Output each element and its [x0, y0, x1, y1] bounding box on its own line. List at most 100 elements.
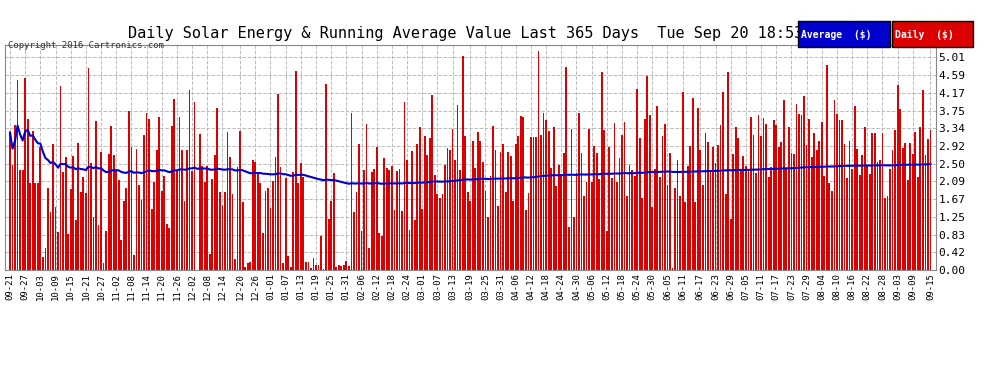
Bar — [118, 180, 120, 270]
Bar — [326, 84, 327, 270]
Bar — [166, 224, 167, 270]
Bar — [915, 132, 916, 270]
Bar — [876, 162, 878, 270]
Bar — [295, 70, 297, 270]
Bar — [925, 155, 927, 270]
Bar — [363, 170, 365, 270]
Bar — [146, 113, 148, 270]
Bar — [889, 170, 891, 270]
Bar — [702, 185, 704, 270]
Bar — [897, 86, 899, 270]
Bar — [674, 188, 676, 270]
Bar — [671, 268, 673, 270]
Bar — [446, 148, 448, 270]
Bar — [550, 168, 552, 270]
Bar — [358, 144, 360, 270]
Bar — [507, 152, 509, 270]
Bar — [64, 158, 66, 270]
Bar — [920, 127, 922, 270]
Bar — [437, 194, 439, 270]
Bar — [133, 255, 135, 270]
Bar — [432, 95, 434, 270]
Bar — [894, 130, 896, 270]
Bar — [651, 207, 653, 270]
Bar — [186, 150, 188, 270]
Bar — [545, 120, 547, 270]
Bar — [474, 168, 476, 270]
Bar — [738, 138, 740, 270]
Bar — [530, 137, 532, 270]
Bar — [528, 193, 530, 270]
Bar — [77, 142, 79, 270]
Bar — [523, 117, 525, 270]
Bar — [14, 125, 16, 270]
Bar — [910, 143, 911, 270]
Bar — [543, 113, 545, 270]
Bar — [735, 127, 737, 270]
Bar — [829, 183, 831, 270]
Bar — [128, 111, 130, 270]
Bar — [338, 265, 340, 270]
Bar — [224, 192, 226, 270]
Bar — [821, 122, 823, 270]
Bar — [35, 183, 37, 270]
Bar — [240, 130, 241, 270]
Bar — [12, 165, 14, 270]
Bar — [439, 198, 441, 270]
Bar — [414, 220, 416, 270]
Bar — [214, 155, 216, 270]
Bar — [634, 176, 636, 270]
Bar — [793, 154, 795, 270]
Bar — [123, 201, 125, 270]
Bar — [624, 122, 626, 270]
Bar — [442, 194, 444, 270]
Bar — [520, 116, 522, 270]
Bar — [583, 196, 585, 270]
Bar — [45, 248, 47, 270]
Bar — [648, 115, 650, 270]
Bar — [573, 217, 575, 270]
Bar — [788, 126, 790, 270]
Bar — [285, 178, 286, 270]
Bar — [360, 231, 362, 270]
Bar — [315, 265, 317, 270]
Bar — [305, 262, 307, 270]
Bar — [386, 168, 388, 270]
Bar — [59, 86, 61, 270]
Bar — [80, 192, 82, 270]
Bar — [588, 129, 590, 270]
Bar — [659, 177, 660, 270]
Bar — [427, 155, 428, 270]
Bar — [27, 119, 29, 270]
Bar — [884, 198, 886, 270]
Bar — [150, 209, 152, 270]
Bar — [836, 114, 838, 270]
Text: Average  ($): Average ($) — [801, 30, 871, 40]
Bar — [773, 120, 774, 270]
Bar — [272, 180, 274, 270]
Bar — [404, 102, 405, 270]
Bar — [212, 179, 213, 270]
Bar — [614, 123, 615, 270]
Bar — [642, 198, 644, 270]
Bar — [697, 108, 699, 270]
Bar — [497, 206, 499, 270]
Bar — [341, 266, 343, 270]
Bar — [280, 167, 281, 270]
Bar — [318, 265, 320, 270]
Bar — [469, 201, 471, 270]
Bar — [904, 142, 906, 270]
Bar — [347, 266, 349, 270]
Bar — [733, 154, 735, 270]
Bar — [629, 165, 631, 270]
Bar — [424, 136, 426, 270]
Bar — [780, 142, 782, 270]
Bar — [606, 231, 608, 270]
Bar — [274, 157, 276, 270]
Bar — [181, 150, 183, 270]
Bar — [388, 170, 390, 270]
Bar — [300, 163, 302, 270]
Bar — [90, 163, 92, 270]
Bar — [229, 157, 231, 270]
Bar — [115, 170, 117, 270]
